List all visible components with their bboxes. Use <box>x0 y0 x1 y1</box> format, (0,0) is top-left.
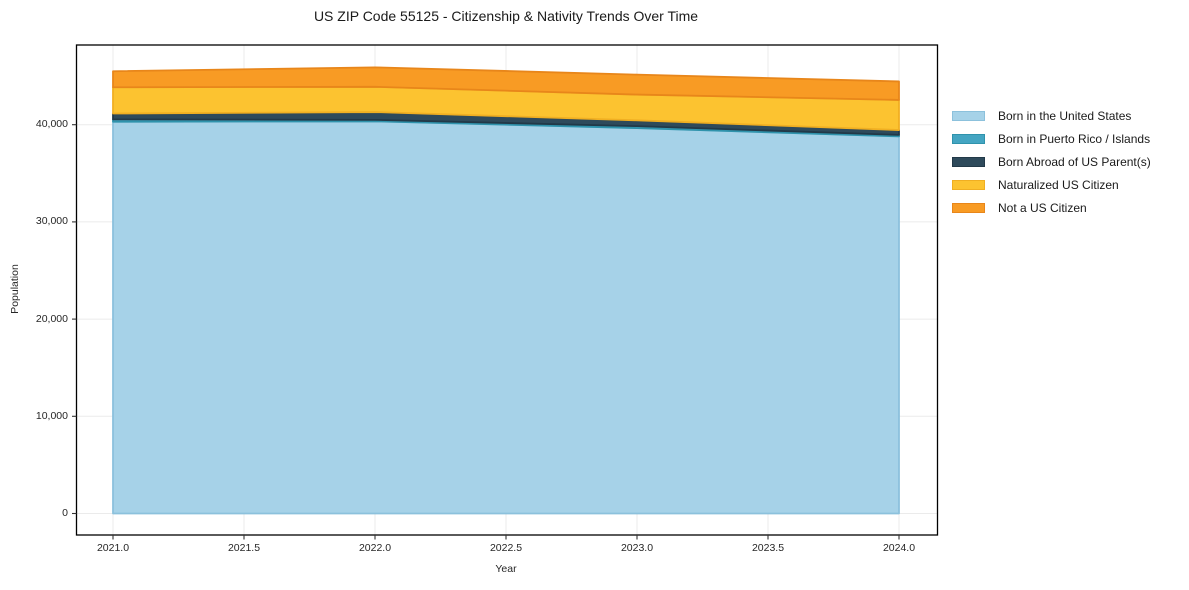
legend-row: Born in the United States <box>952 104 1151 127</box>
legend-label: Born Abroad of US Parent(s) <box>998 154 1151 169</box>
plot-frame <box>75 44 939 536</box>
legend-row: Born Abroad of US Parent(s) <box>952 150 1151 173</box>
legend-label: Born in Puerto Rico / Islands <box>998 131 1151 146</box>
y-tick-label: 30,000 <box>35 215 68 228</box>
x-tick-label: 2021.0 <box>96 542 130 554</box>
legend-row: Not a US Citizen <box>952 196 1151 219</box>
legend-swatch <box>952 156 985 167</box>
legend-label: Naturalized US Citizen <box>998 177 1119 192</box>
x-tick-label: 2022.5 <box>489 542 523 554</box>
x-axis-label: Year <box>495 563 517 575</box>
y-tick-label: 40,000 <box>35 118 68 131</box>
y-tick-label: 0 <box>62 507 68 519</box>
legend-swatch <box>952 110 985 121</box>
area-not-a-us-citizen <box>112 66 900 101</box>
y-tick-label: 10,000 <box>35 409 68 422</box>
legend-swatch <box>952 179 985 190</box>
chart-title: US ZIP Code 55125 - Citizenship & Nativi… <box>313 8 699 24</box>
legend-label: Not a US Citizen <box>998 200 1087 215</box>
legend-row: Born in Puerto Rico / Islands <box>952 127 1151 150</box>
legend-swatch <box>952 133 985 144</box>
legend-label: Born in the United States <box>998 108 1132 123</box>
legend-row: Naturalized US Citizen <box>952 173 1151 196</box>
y-tick-label: 20,000 <box>35 312 68 325</box>
legend: Born in the United States Born in Puerto … <box>952 104 1151 219</box>
x-tick-label: 2023.0 <box>620 542 654 554</box>
x-tick-label: 2021.5 <box>227 542 261 554</box>
y-axis-label: Population <box>9 264 21 314</box>
legend-swatch <box>952 202 985 213</box>
area-born-in-the-united-states <box>112 120 900 515</box>
x-tick-label: 2022.0 <box>358 542 392 554</box>
x-tick-label: 2024.0 <box>882 542 916 554</box>
x-tick-label: 2023.5 <box>751 542 785 554</box>
